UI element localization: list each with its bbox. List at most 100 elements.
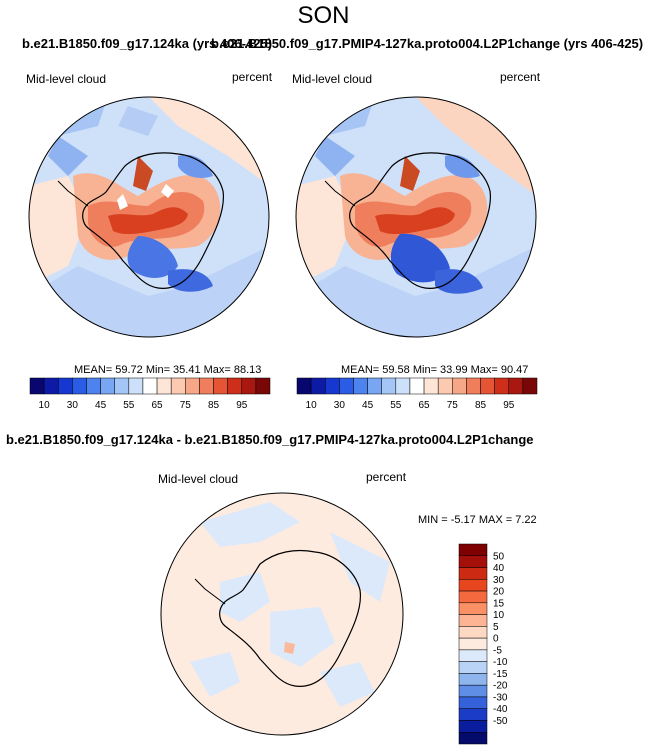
colorbar-swatch xyxy=(458,567,488,580)
colorbar-tick-label: 65 xyxy=(151,400,163,411)
colorbar-tick-label: 75 xyxy=(447,400,459,411)
colorbar-swatch xyxy=(367,377,382,395)
colorbar-swatch xyxy=(423,377,439,395)
colorbar-tick-label: 0 xyxy=(493,634,499,645)
colorbar-swatch xyxy=(458,696,488,709)
colorbar-tick-label: 55 xyxy=(123,400,135,411)
colorbar-a: 10 30 45 55 65 75 85 95 xyxy=(29,377,271,411)
case-b-title: b.e21.B1850.f09_g17.PMIP4-127ka.proto004… xyxy=(211,36,644,51)
colorbar-tick-label: -15 xyxy=(493,669,508,680)
colorbar-swatch xyxy=(72,377,87,395)
colorbar-swatch xyxy=(458,731,488,745)
colorbar-swatch xyxy=(86,377,101,395)
colorbar-tick-label: 10 xyxy=(39,400,51,411)
panel-c-units: percent xyxy=(366,470,407,484)
colorbar-tick-label: 40 xyxy=(493,563,505,574)
colorbar-swatch xyxy=(100,377,115,395)
colorbar-tick-label: 45 xyxy=(95,400,107,411)
colorbar-tick-label: -5 xyxy=(493,645,502,656)
colorbar-swatch xyxy=(522,377,538,395)
colorbar-swatch xyxy=(199,377,214,395)
colorbar-swatch xyxy=(458,649,488,662)
colorbar-tick-label: 50 xyxy=(493,551,505,562)
colorbar-swatch xyxy=(458,543,488,557)
colorbar-swatch xyxy=(213,377,228,395)
panel-c-variable: Mid-level cloud xyxy=(158,472,239,486)
colorbar-b: 10 30 45 55 65 75 85 95 xyxy=(296,377,538,411)
panel-a-stats: MEAN= 59.72 Min= 35.41 Max= 88.13 xyxy=(74,364,262,376)
colorbar-swatch xyxy=(458,661,488,674)
colorbar-tick-label: 55 xyxy=(390,400,402,411)
colorbar-swatch xyxy=(458,684,488,698)
colorbar-tick-label: -40 xyxy=(493,704,508,715)
colorbar-tick-label: 95 xyxy=(236,400,248,411)
colorbar-swatch xyxy=(43,377,59,395)
colorbar-tick-label: 85 xyxy=(475,400,487,411)
colorbar-tick-label: 45 xyxy=(362,400,374,411)
colorbar-tick-label: 30 xyxy=(334,400,346,411)
colorbar-swatch xyxy=(452,377,467,395)
colorbar-swatch xyxy=(458,555,488,568)
map-panel-b xyxy=(295,96,537,338)
colorbar-swatch xyxy=(339,377,354,395)
colorbar-swatch xyxy=(458,602,488,615)
colorbar-swatch xyxy=(395,377,411,395)
colorbar-swatch xyxy=(170,377,186,395)
colorbar-swatch xyxy=(128,377,144,395)
colorbar-tick-label: 30 xyxy=(493,575,505,586)
case-a-title: b.e21.B1850.f09_g17.124ka (yrs 406-425) xyxy=(22,36,273,51)
colorbar-swatch xyxy=(458,708,488,721)
colorbar-tick-label: 10 xyxy=(493,610,505,621)
panel-b-stats: MEAN= 59.58 Min= 33.99 Max= 90.47 xyxy=(341,364,529,376)
colorbar-swatch xyxy=(142,377,158,395)
colorbar-tick-label: -10 xyxy=(493,657,508,668)
map-panel-a xyxy=(28,96,270,338)
season-title: SON xyxy=(297,2,350,29)
colorbar-tick-label: -20 xyxy=(493,681,508,692)
colorbar-tick-label: -50 xyxy=(493,716,508,727)
colorbar-swatch xyxy=(296,377,312,395)
colorbar-swatch xyxy=(458,637,488,651)
colorbar-swatch xyxy=(381,377,397,395)
colorbar-swatch xyxy=(508,377,524,395)
colorbar-swatch xyxy=(156,377,172,395)
colorbar-tick-label: 30 xyxy=(67,400,79,411)
colorbar-swatch xyxy=(57,377,73,395)
panel-b-variable: Mid-level cloud xyxy=(292,72,373,86)
colorbar-swatch xyxy=(437,377,453,395)
colorbar-swatch xyxy=(324,377,340,395)
colorbar-tick-label: 20 xyxy=(493,587,505,598)
colorbar-tick-label: 75 xyxy=(180,400,192,411)
colorbar-tick-label: 95 xyxy=(503,400,515,411)
panel-b-units: percent xyxy=(500,70,541,84)
map-panel-c xyxy=(160,492,404,736)
colorbar-swatch xyxy=(241,377,257,395)
colorbar-tick-label: 85 xyxy=(208,400,220,411)
colorbar-swatch xyxy=(458,626,488,639)
colorbar-swatch xyxy=(458,720,488,733)
panel-c-stats: MIN = -5.17 MAX = 7.22 xyxy=(418,514,537,526)
panel-a-variable: Mid-level cloud xyxy=(26,72,107,86)
colorbar-swatch xyxy=(458,590,488,604)
colorbar-swatch xyxy=(458,614,488,627)
panel-a-units: percent xyxy=(232,70,273,84)
difference-title: b.e21.B1850.f09_g17.124ka - b.e21.B1850.… xyxy=(6,432,534,447)
colorbar-swatch xyxy=(114,377,130,395)
colorbar-swatch xyxy=(310,377,326,395)
colorbar-swatch xyxy=(458,673,488,686)
colorbar-swatch xyxy=(185,377,200,395)
colorbar-swatch xyxy=(353,377,368,395)
colorbar-swatch xyxy=(29,377,45,395)
colorbar-swatch xyxy=(255,377,271,395)
colorbar-swatch xyxy=(494,377,510,395)
colorbar-swatch xyxy=(458,579,488,592)
colorbar-tick-label: 5 xyxy=(493,622,499,633)
colorbar-tick-label: 10 xyxy=(306,400,318,411)
colorbar-swatch xyxy=(466,377,481,395)
colorbar-swatch xyxy=(480,377,495,395)
colorbar-tick-label: 15 xyxy=(493,598,505,609)
colorbar-swatch xyxy=(409,377,425,395)
colorbar-swatch xyxy=(227,377,243,395)
colorbar-tick-label: -30 xyxy=(493,692,508,703)
